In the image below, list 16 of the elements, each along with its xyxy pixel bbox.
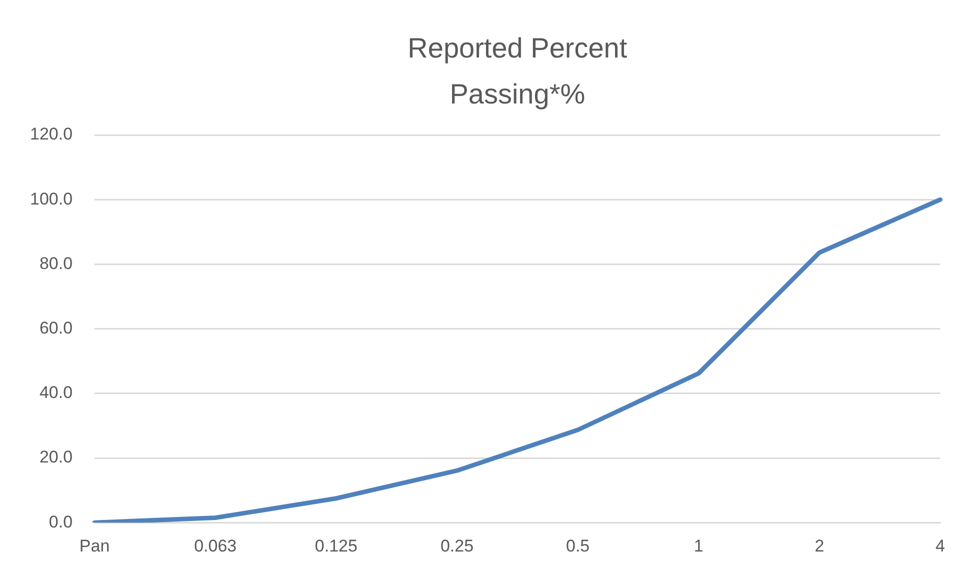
y-tick-label: 100.0 (30, 189, 73, 208)
chart-title: Reported Percent Passing*% (408, 32, 628, 110)
y-tick-label: 80.0 (39, 254, 73, 273)
y-tick-label: 20.0 (39, 448, 73, 467)
x-tick-label: 0.063 (194, 536, 237, 556)
x-tick-label: 4 (936, 536, 946, 556)
x-tick-label: 0.5 (566, 536, 590, 556)
y-tick-label: 120.0 (30, 124, 73, 144)
x-tick-label: 1 (694, 536, 704, 556)
y-tick-label: 60.0 (39, 318, 73, 338)
x-tick-label: 0.125 (314, 536, 358, 556)
y-tick-label: 0.0 (48, 512, 73, 532)
y-tick-label: 40.0 (39, 383, 73, 402)
x-tick-label: 2 (814, 536, 824, 556)
x-tick-label: Pan (79, 536, 110, 556)
x-tick-label: 0.25 (440, 536, 474, 556)
